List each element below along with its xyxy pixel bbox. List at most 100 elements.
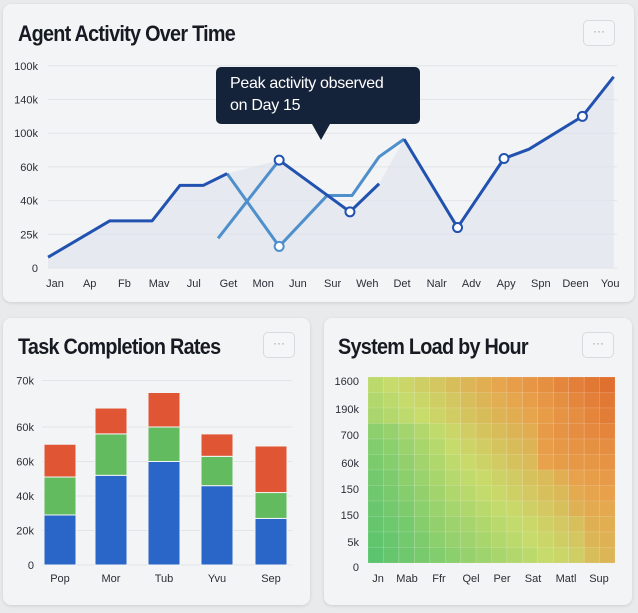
heatmap-cell [383,454,400,471]
heatmap-cell [398,392,415,409]
heatmap-cell [383,376,400,393]
x-tick-label: Jan [46,278,64,290]
y-tick-label: 25k [20,229,38,241]
heatmap-cell [599,547,616,564]
heatmap-cell [429,392,446,409]
heatmap-cell [460,407,477,424]
heatmap-cell [568,423,585,440]
heatmap-cell [491,407,508,424]
x-tick-label: Per [493,573,510,585]
more-horizontal-icon[interactable]: ··· [263,332,295,358]
heatmap-cell [599,469,616,486]
heatmap-cell [599,454,616,471]
heatmap-cell [552,376,569,393]
x-tick-label: Jul [187,278,201,290]
heatmap-cell [599,392,616,409]
heatmap-cell [383,407,400,424]
heatmap-cell [583,392,600,409]
heatmap-cell [522,454,539,471]
heatmap-cell [460,531,477,548]
x-tick-label: Jn [372,573,384,585]
heatmap-cell [537,485,554,502]
data-point-marker [273,240,285,252]
y-tick-label: 190k [335,404,359,416]
y-tick-label: 140k [14,95,38,107]
heatmap-cell [583,407,600,424]
heatmap-cell [398,454,415,471]
heatmap-cell [429,500,446,517]
heatmap-cell [599,531,616,548]
heatmap-cell [522,392,539,409]
bar-segment-green [200,455,234,487]
heatmap-cell [568,531,585,548]
heatmap-cell [475,438,492,455]
heatmap-cell [414,392,431,409]
heatmap-cell [475,500,492,517]
heatmap-cell [583,500,600,517]
heatmap-cell [444,376,461,393]
heatmap-cell [491,392,508,409]
heatmap-cell [460,392,477,409]
heatmap-cell [383,500,400,517]
more-horizontal-icon[interactable]: ··· [583,20,615,46]
heatmap-cell [475,547,492,564]
heatmap-cell [460,423,477,440]
data-point-marker [344,206,356,218]
heatmap-cell [583,469,600,486]
heatmap-cell [475,516,492,533]
heatmap-cell [552,469,569,486]
y-tick-label: 60k [16,457,34,469]
tooltip-line-2: on Day 15 [230,97,301,114]
heatmap-cell [599,407,616,424]
heatmap-cell [583,516,600,533]
heatmap-cell [444,469,461,486]
y-tick-label: 0 [32,263,38,275]
y-tick-label: 0 [353,562,359,574]
heatmap-cell [414,485,431,502]
bar-segment-green [254,492,288,519]
heatmap-cell [383,531,400,548]
heatmap-cell [537,392,554,409]
heatmap-cell [537,407,554,424]
area-fill [48,76,614,268]
heatmap-cell [583,454,600,471]
bar-segment-blue [147,461,181,566]
heatmap-cell [583,547,600,564]
x-tick-label: Sup [589,573,609,585]
heatmap-cell [414,407,431,424]
y-tick-label: 0 [28,560,34,572]
heatmap-cell [475,423,492,440]
heatmap-cell [429,547,446,564]
x-tick-label: Mon [252,278,273,290]
series-line-light [225,137,405,248]
heatmap-cell [367,423,384,440]
heatmap-cell [383,392,400,409]
series-line-dark [402,75,615,230]
heatmap-cell [522,516,539,533]
heatmap-cell [537,376,554,393]
heatmap-cell [367,376,384,393]
heatmap-cell [444,392,461,409]
x-tick-label: You [601,278,620,290]
heatmap-cell [429,423,446,440]
more-horizontal-icon[interactable]: ··· [582,332,614,358]
heatmap-cell [568,547,585,564]
heatmap-cell [491,531,508,548]
heatmap-cell [383,516,400,533]
heatmap-cell [552,485,569,502]
heatmap-cell [460,469,477,486]
heatmap-cell [583,438,600,455]
x-tick-label: Ap [83,278,96,290]
heatmap-cell [522,469,539,486]
heatmap-cell [367,454,384,471]
heatmap-cell [444,407,461,424]
heatmap-cell [414,469,431,486]
x-tick-label: Weh [356,278,378,290]
heatmap-cell [429,516,446,533]
x-tick-label: Mav [149,278,170,290]
heatmap-cell [460,516,477,533]
heatmap-cell [568,407,585,424]
y-tick-label: 5k [347,537,359,549]
heatmap-cell [506,454,523,471]
